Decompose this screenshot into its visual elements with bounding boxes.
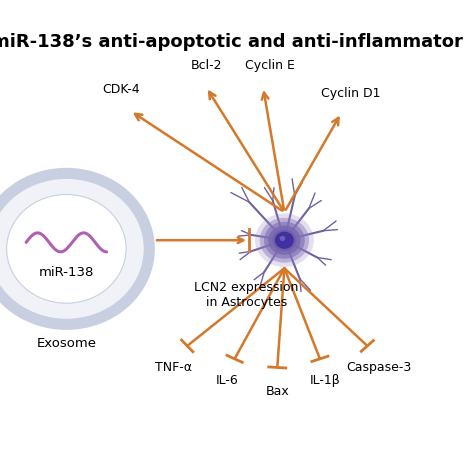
Text: Exosome: Exosome: [36, 337, 96, 350]
Circle shape: [280, 236, 285, 241]
Circle shape: [268, 226, 301, 255]
Circle shape: [255, 213, 314, 267]
Circle shape: [7, 194, 126, 303]
Text: Cyclin E: Cyclin E: [245, 59, 295, 72]
Text: miR-138’s anti-apoptotic and anti-inflammator: miR-138’s anti-apoptotic and anti-inflam…: [0, 33, 463, 51]
Text: IL-6: IL-6: [216, 374, 239, 387]
Circle shape: [0, 173, 149, 324]
Text: Cyclin D1: Cyclin D1: [321, 87, 381, 100]
Circle shape: [275, 232, 294, 249]
Text: LCN2 expression
in Astrocytes: LCN2 expression in Astrocytes: [194, 281, 299, 309]
Circle shape: [264, 222, 305, 259]
Text: CDK-4: CDK-4: [102, 83, 140, 96]
Circle shape: [260, 218, 309, 263]
Text: Bax: Bax: [265, 385, 289, 398]
Text: IL-1β: IL-1β: [310, 374, 340, 387]
Text: Bcl-2: Bcl-2: [191, 59, 222, 72]
Text: miR-138: miR-138: [39, 266, 94, 279]
Circle shape: [273, 229, 296, 251]
Text: Caspase-3: Caspase-3: [346, 361, 412, 374]
Text: TNF-α: TNF-α: [155, 361, 191, 374]
